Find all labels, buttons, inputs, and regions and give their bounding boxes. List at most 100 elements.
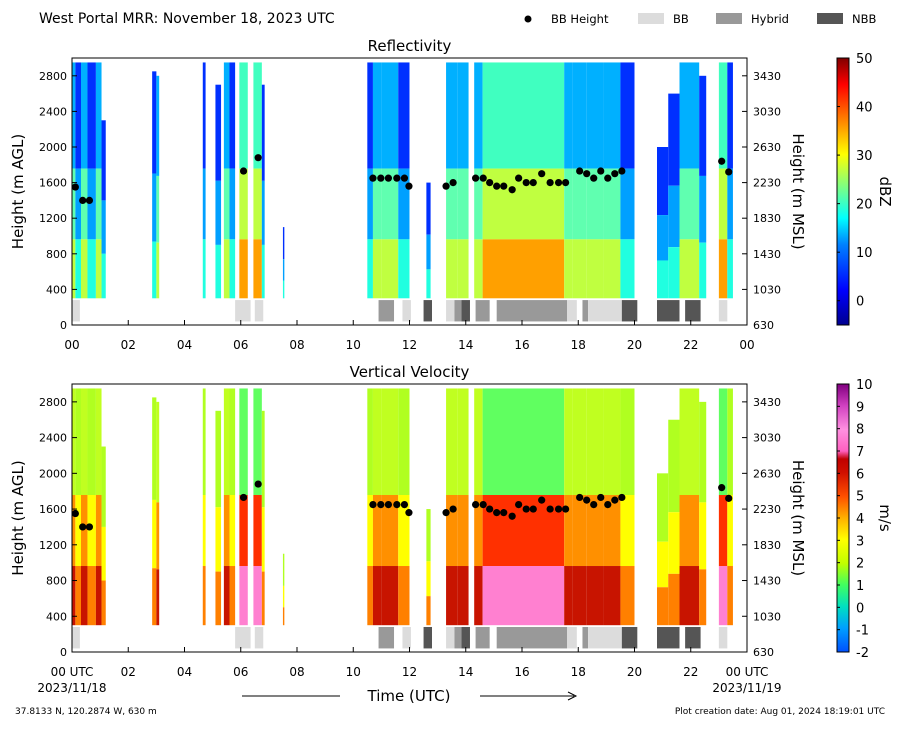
field-cell (603, 62, 621, 169)
field-cell (229, 168, 236, 240)
classification-bar-bb (446, 626, 455, 649)
field-cell (474, 494, 483, 567)
bb-height-point (718, 484, 726, 492)
field-cell (457, 168, 469, 240)
field-cell (282, 585, 285, 608)
field-cell (620, 388, 635, 495)
field-cell (544, 494, 565, 567)
classification-bar-bb (588, 300, 622, 322)
bb-height-point (85, 523, 94, 531)
y-tick-label-right: 2230 (753, 177, 781, 190)
bb-height-point (79, 523, 87, 531)
field-cell (620, 566, 635, 626)
bb-height-point (718, 157, 726, 165)
field-cell (522, 168, 545, 240)
field-cell (564, 168, 573, 240)
x-tick-label: 00 (64, 338, 79, 352)
field-cell (426, 561, 431, 597)
field-cell (572, 494, 587, 567)
bb-height-point (449, 179, 457, 187)
field-cell (499, 566, 522, 626)
bb-height-point (508, 512, 516, 520)
field-cell (75, 494, 81, 567)
legend-swatch-bb (638, 13, 664, 24)
field-cell (202, 239, 206, 299)
colorbar-tick-label: 10 (856, 246, 873, 261)
field-cell (699, 75, 707, 176)
bb-height-point (508, 186, 516, 194)
field-cell (718, 168, 728, 240)
x-end-date: 2023/11/19 (712, 681, 781, 695)
field-cell (215, 410, 222, 508)
field-cell (398, 62, 410, 169)
field-cell (229, 239, 236, 299)
colorbar-tick-label: 9 (856, 400, 864, 415)
field-cell (87, 494, 96, 567)
colorbar (836, 57, 850, 326)
classification-bar-bb (446, 300, 455, 322)
field-cell (75, 566, 81, 626)
y-tick-label: 2000 (39, 141, 67, 154)
field-cell (223, 168, 230, 240)
colorbar-label: dBZ (876, 176, 894, 206)
bb-height-point (554, 505, 563, 513)
field-cell (72, 388, 76, 495)
field-cell (564, 494, 573, 567)
classification-bar-nbb (685, 300, 701, 322)
bb-height-point (71, 183, 79, 191)
bb-height-point (576, 493, 584, 502)
y-axis-label: Height (m AGL) (9, 134, 27, 249)
y-tick-label: 400 (46, 283, 67, 296)
field-cell (75, 239, 81, 299)
field-cell (398, 494, 410, 567)
field-cell (679, 168, 700, 240)
field-cell (572, 239, 587, 299)
field-cell (202, 168, 206, 240)
field-cell (372, 566, 382, 626)
bb-height-point (618, 167, 626, 175)
colorbar-tick-label: 6 (856, 467, 864, 482)
field-cell (699, 242, 707, 299)
x-axis-label: Time (UTC) (367, 687, 451, 705)
bb-height-point (583, 496, 591, 504)
field-cell (679, 494, 700, 567)
field-cell (202, 62, 206, 169)
field-cell (253, 388, 262, 495)
field-cell (95, 388, 102, 495)
field-cell (381, 62, 399, 169)
colorbar-tick-label: 2 (856, 557, 864, 572)
classification-bar-bb (718, 626, 728, 649)
field-cell (727, 566, 733, 626)
field-cell (87, 168, 96, 240)
colorbar-tick-label: 20 (856, 198, 873, 213)
field-cell (586, 168, 604, 240)
bb-height-point (725, 494, 733, 502)
bb-height-point (611, 170, 619, 178)
bb-height-point (515, 501, 523, 509)
classification-bar-hybrid (496, 626, 567, 649)
field-cell (603, 239, 621, 299)
legend-label: NBB (852, 12, 876, 26)
field-cell (679, 62, 700, 169)
field-cell (544, 62, 565, 169)
x-axis-arrowhead (567, 691, 578, 701)
x-tick-label: 14 (458, 338, 473, 352)
y-tick-label: 800 (46, 575, 67, 588)
field-cell (544, 566, 565, 626)
x-tick-label: 16 (514, 665, 529, 679)
field-cell (239, 62, 248, 169)
y-tick-label-right: 2230 (753, 503, 781, 516)
field-cell (398, 168, 410, 240)
field-cell (282, 280, 285, 299)
bb-height-point (442, 509, 450, 517)
classification-bar-nbb (423, 626, 432, 649)
field-cell (367, 239, 373, 299)
field-cell (253, 62, 262, 169)
x-tick-label: 12 (402, 665, 417, 679)
bb-height-point (554, 179, 563, 187)
y-tick-label: 0 (60, 319, 67, 332)
field-cell (75, 62, 81, 169)
field-cell (572, 566, 587, 626)
field-cell (282, 607, 285, 626)
